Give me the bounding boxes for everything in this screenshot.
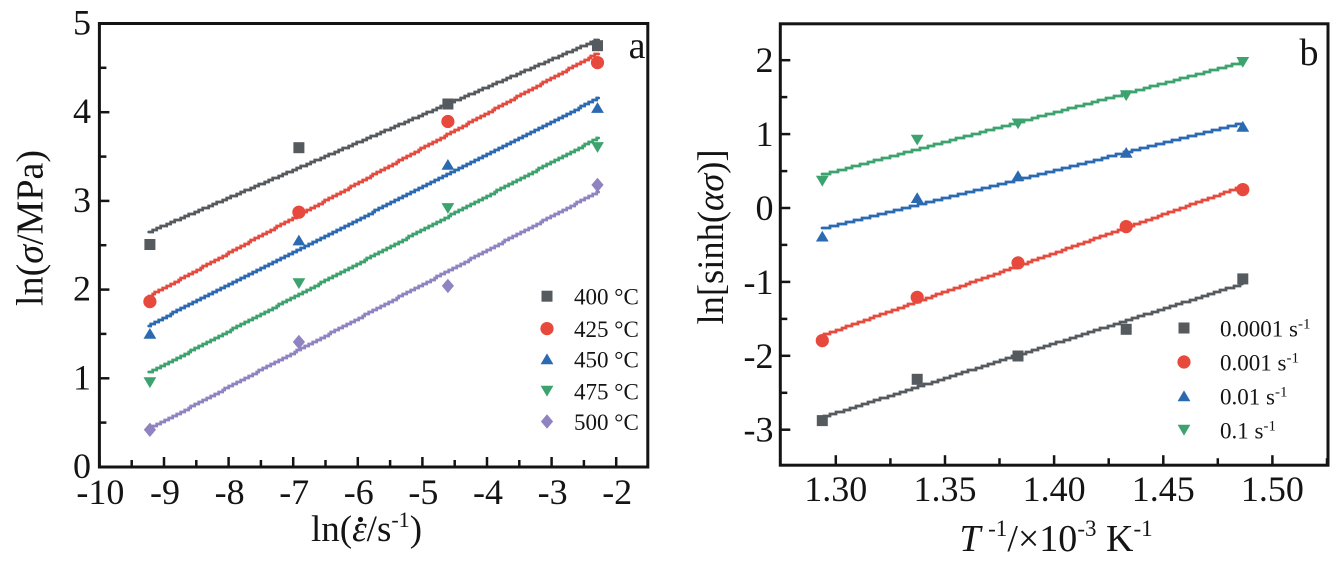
svg-text:0: 0 <box>756 188 774 228</box>
svg-text:-4: -4 <box>473 472 503 512</box>
svg-text:450 °C: 450 °C <box>574 348 639 373</box>
svg-text:-7: -7 <box>279 472 309 512</box>
svg-text:1.50: 1.50 <box>1241 469 1304 509</box>
svg-text:-3: -3 <box>538 472 568 512</box>
svg-text:1: 1 <box>756 114 774 154</box>
svg-text:-3: -3 <box>744 410 774 450</box>
svg-text:-9: -9 <box>150 472 180 512</box>
svg-text:425 °C: 425 °C <box>574 317 639 342</box>
svg-text:-2: -2 <box>744 336 774 376</box>
svg-text:1.30: 1.30 <box>804 469 867 509</box>
svg-text:2: 2 <box>756 40 774 80</box>
svg-text:-8: -8 <box>215 472 245 512</box>
svg-text:475 °C: 475 °C <box>574 380 639 405</box>
svg-text:4: 4 <box>73 91 91 131</box>
svg-text:-2: -2 <box>602 472 632 512</box>
svg-text:2: 2 <box>73 269 91 309</box>
svg-text:500 °C: 500 °C <box>574 410 639 435</box>
svg-text:ln[sinh(ασ)]: ln[sinh(ασ)] <box>690 149 731 324</box>
svg-text:T -1/×10-3 K-1: T -1/×10-3 K-1 <box>959 516 1152 560</box>
svg-text:a: a <box>629 25 646 67</box>
svg-text:5: 5 <box>73 3 91 43</box>
svg-text:1.45: 1.45 <box>1132 469 1195 509</box>
svg-text:0: 0 <box>73 446 91 486</box>
svg-text:1.35: 1.35 <box>914 469 977 509</box>
svg-text:b: b <box>1300 32 1319 74</box>
svg-text:0.001 s-1: 0.001 s-1 <box>1220 351 1299 376</box>
svg-text:1: 1 <box>73 357 91 397</box>
svg-text:3: 3 <box>73 180 91 220</box>
svg-text:-1: -1 <box>744 262 774 302</box>
svg-text:-10: -10 <box>76 472 124 512</box>
svg-text:400 °C: 400 °C <box>574 285 639 310</box>
svg-text:-5: -5 <box>408 472 438 512</box>
svg-text:0.0001 s-1: 0.0001 s-1 <box>1220 317 1310 342</box>
svg-text:ln(σ/MPa): ln(σ/MPa) <box>10 150 52 306</box>
svg-text:1.40: 1.40 <box>1023 469 1086 509</box>
svg-text:-6: -6 <box>344 472 374 512</box>
